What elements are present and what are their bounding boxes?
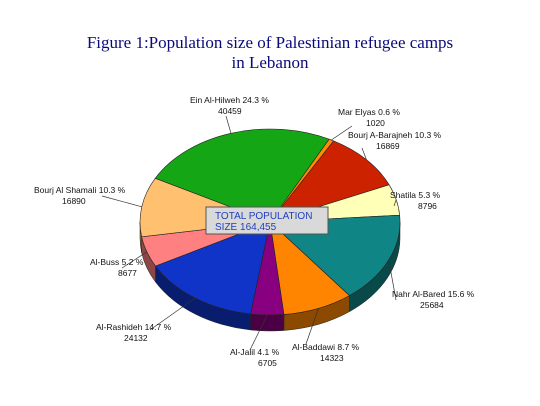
slice-name-ein-al-hilweh: Ein Al-Hilweh [190,95,242,105]
slice-label-shatila: Shatila 5.3 % [390,190,441,200]
slice-label-mar-elyas: Mar Elyas 0.6 % [338,107,400,117]
slice-labels: Ein Al-Hilweh 24.3 %40459 Mar Elyas 0.6 %… [34,95,475,368]
slice-value-nahr-al-bared: 25684 [420,300,444,310]
chart-title: Figure 1:Population size of Palestinian … [0,33,540,73]
leader-line-al-rashideh [149,297,196,331]
slice-percent-bourj-al-shamali: 10.3 % [99,185,126,195]
callout-line-2: SIZE 164,455 [215,222,277,233]
slice-name-nahr-al-bared: Nahr Al-Bared [392,289,448,299]
slice-percent-al-buss: 5.2 % [122,257,144,267]
slice-label-al-jalil: Al-Jalil 4.1 % [230,347,280,357]
slice-value-al-buss: 8677 [118,268,137,278]
slice-percent-al-rashideh: 14.7 % [145,322,172,332]
leader-line-nahr-al-bared [388,259,397,301]
slice-value-al-baddawi: 14323 [320,353,344,363]
leader-line-al-baddawi [305,308,319,345]
slice-label-al-baddawi: Al-Baddawi 8.7 % [292,342,360,352]
slice-name-shatila: Shatila [390,190,418,200]
slice-name-bourj-al-shamali: Bourj Al Shamali [34,185,99,195]
slice-label-bourj-al-shamali: Bourj Al Shamali 10.3 % [34,185,126,195]
slice-percent-bourj-a-barajneh: 10.3 % [415,130,442,140]
slice-label-bourj-a-barajneh: Bourj A-Barajneh 10.3 % [348,130,442,140]
slice-value-shatila: 8796 [418,201,437,211]
chart-title-line-1: Figure 1:Population size of Palestinian … [86,33,454,52]
slice-value-bourj-al-shamali: 16890 [62,196,86,206]
slice-label-nahr-al-bared: Nahr Al-Bared 15.6 % [392,289,475,299]
callout-box [205,206,329,235]
slice-name-al-rashideh: Al-Rashideh [96,322,145,332]
slice-value-ein-al-hilweh: 40459 [218,106,242,116]
slice-percent-nahr-al-bared: 15.6 % [448,289,475,299]
pie-slices [139,128,401,316]
slice-name-al-jalil: Al-Jalil [230,347,257,357]
slice-value-al-jalil: 6705 [258,358,277,368]
leader-line-al-jalil [249,314,268,351]
leader-line-bourj-al-shamali [101,195,142,208]
slice-value-mar-elyas: 1020 [366,118,385,128]
slice-percent-ein-al-hilweh: 24.3 % [242,95,269,105]
slice-percent-mar-elyas: 0.6 % [378,107,400,117]
slice-value-bourj-a-barajneh: 16869 [376,141,400,151]
leader-line-shatila [393,199,397,207]
leader-lines [101,115,397,351]
slice-label-ein-al-hilweh: Ein Al-Hilweh 24.3 % [190,95,269,105]
callout-line-1: TOTAL POPULATION [215,211,312,222]
chart-title-line-2: in Lebanon [231,53,309,72]
leader-line-al-buss [121,251,148,269]
slice-value-al-rashideh: 24132 [124,333,148,343]
slice-percent-al-jalil: 4.1 % [257,347,279,357]
slice-name-al-baddawi: Al-Baddawi [292,342,337,352]
slice-percent-al-baddawi: 8.7 % [337,342,359,352]
slice-percent-shatila: 5.3 % [418,190,440,200]
slice-name-bourj-a-barajneh: Bourj A-Barajneh [348,130,415,140]
pie-slice-al-rashideh [155,221,271,315]
pie-side-al-jalil [250,313,285,332]
slice-name-mar-elyas: Mar Elyas [338,107,378,117]
total-population-callout: TOTAL POPULATION SIZE 164,455 [205,206,329,235]
slice-name-al-buss: Al-Buss [90,257,122,267]
leader-line-mar-elyas [331,125,353,141]
slice-label-al-buss: Al-Buss 5.2 % [90,257,144,267]
leader-line-ein-al-hilweh [225,115,232,134]
leader-line-bourj-a-barajneh [361,147,367,160]
slice-label-al-rashideh: Al-Rashideh 14.7 % [96,322,172,332]
pie-slice-bourj-a-barajneh [269,140,390,223]
